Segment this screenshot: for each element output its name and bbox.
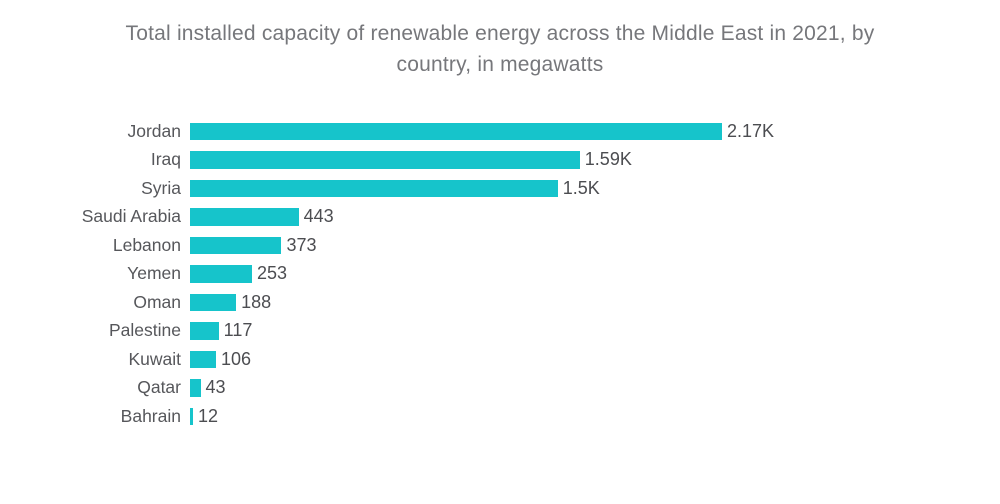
bar: [190, 236, 282, 254]
bar-row: Saudi Arabia 443: [0, 203, 1000, 232]
bar-chart: Jordan 2.17K Iraq 1.59K Syria 1.5K Saudi Arabi…: [0, 117, 1000, 431]
value-label: 373: [286, 234, 317, 255]
value-label: 253: [257, 263, 288, 284]
value-label: 188: [241, 291, 272, 312]
bar-row: Syria 1.5K: [0, 174, 1000, 203]
bar: [190, 407, 193, 425]
bar: [190, 350, 216, 368]
bar: [190, 179, 558, 197]
category-label: Lebanon: [112, 234, 181, 255]
category-label: Qatar: [137, 377, 181, 398]
value-label: 12: [197, 405, 218, 426]
bar: [190, 379, 201, 397]
category-label: Bahrain: [120, 405, 181, 426]
bar: [190, 265, 253, 283]
value-label: 43: [205, 377, 226, 398]
chart-title-line-2: country, in megawatts: [396, 53, 604, 76]
category-label: Syria: [141, 177, 181, 198]
value-label: 443: [303, 206, 334, 227]
bar: [190, 151, 580, 169]
value-label: 2.17K: [727, 120, 775, 141]
value-label: 117: [223, 320, 253, 341]
chart-title: Total installed capacity of renewable en…: [0, 0, 1000, 80]
chart-title-line-1: Total installed capacity of renewable en…: [125, 22, 875, 45]
bar-row: Oman 188: [0, 288, 1000, 317]
bar: [190, 122, 722, 140]
bar-row: Bahrain 12: [0, 402, 1000, 431]
bar-row: Kuwait 106: [0, 345, 1000, 374]
value-label: 1.5K: [562, 177, 600, 198]
bar-row: Qatar 43: [0, 374, 1000, 403]
category-label: Saudi Arabia: [81, 206, 181, 227]
value-label: 1.59K: [584, 149, 632, 170]
bar-row: Palestine 117: [0, 317, 1000, 346]
category-label: Jordan: [127, 120, 181, 141]
bar-row: Jordan 2.17K: [0, 117, 1000, 146]
bar-row: Lebanon 373: [0, 231, 1000, 260]
category-label: Palestine: [109, 320, 181, 341]
bar-row: Yemen 253: [0, 260, 1000, 289]
category-label: Iraq: [150, 149, 181, 170]
category-label: Oman: [133, 291, 181, 312]
category-label: Yemen: [127, 263, 181, 284]
bar: [190, 322, 219, 340]
value-label: 106: [220, 348, 252, 369]
category-label: Kuwait: [128, 348, 181, 369]
bar: [190, 208, 299, 226]
bar: [190, 293, 237, 311]
bar-row: Iraq 1.59K: [0, 146, 1000, 175]
